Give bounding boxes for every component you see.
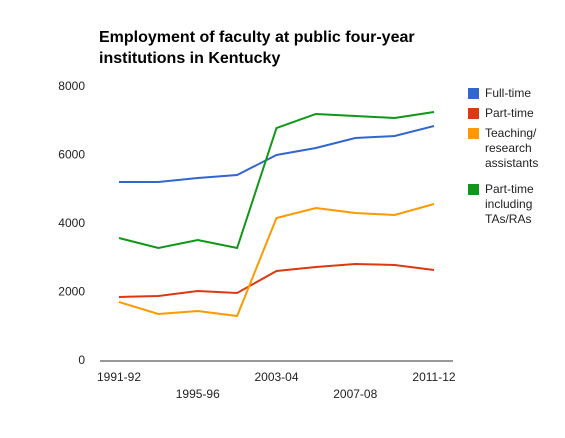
x-tick-label: 2011-12 xyxy=(412,370,455,384)
legend-entry: Full-time xyxy=(468,86,560,101)
x-tick-label: 2003-04 xyxy=(254,370,298,384)
y-tick-label: 6000 xyxy=(58,148,85,162)
legend-swatch xyxy=(468,184,479,195)
legend-swatch xyxy=(468,88,479,99)
y-tick-label: 8000 xyxy=(58,79,85,93)
legend-entry: Teaching/ research assistants xyxy=(468,126,560,171)
series-line xyxy=(119,125,435,184)
legend-entry: Part-time including TAs/RAs xyxy=(468,182,560,227)
series-line xyxy=(118,263,435,298)
x-tick-label: 2007-08 xyxy=(333,387,377,401)
legend-swatch xyxy=(468,108,479,119)
legend-entry: Part-time xyxy=(468,106,560,121)
y-tick-label: 0 xyxy=(78,353,85,367)
x-tick-label: 1995-96 xyxy=(176,387,220,401)
legend-label: Full-time xyxy=(485,86,532,100)
legend-swatch xyxy=(468,128,479,139)
chart-title: Employment of faculty at public four-yea… xyxy=(99,29,415,67)
legend-label: Teaching/ research assistants xyxy=(485,126,539,170)
series-line xyxy=(118,203,435,318)
y-tick-label: 2000 xyxy=(58,285,85,299)
legend-label: Part-time xyxy=(485,106,534,120)
legend-label: Part-time including TAs/RAs xyxy=(485,182,534,226)
series-line xyxy=(118,111,435,250)
x-tick-label: 1991-92 xyxy=(97,370,141,384)
y-tick-label: 4000 xyxy=(58,216,85,230)
